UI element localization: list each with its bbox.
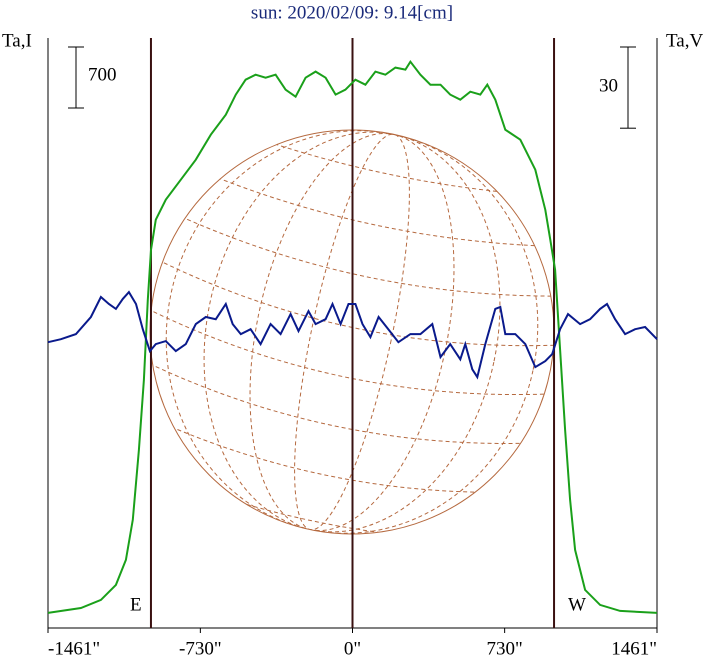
east-label: E: [130, 594, 142, 615]
data-line: [47, 59, 658, 614]
x-tick-label: 730": [487, 638, 523, 659]
x-tick-label: 0": [344, 638, 361, 659]
x-tick-label: 1461": [611, 638, 657, 659]
v-scale-label: 30: [599, 75, 618, 96]
data-line: [47, 290, 658, 380]
x-tick-label: -730": [179, 638, 222, 659]
right-axis-label: Ta,V: [666, 30, 703, 51]
x-tick-label: -1461": [48, 638, 100, 659]
west-label: W: [568, 594, 586, 615]
i-scale-label: 700: [88, 64, 117, 85]
left-axis-label: Ta,I: [2, 30, 32, 51]
chart-title: sun: 2020/02/09: 9.14[cm]: [251, 2, 453, 23]
